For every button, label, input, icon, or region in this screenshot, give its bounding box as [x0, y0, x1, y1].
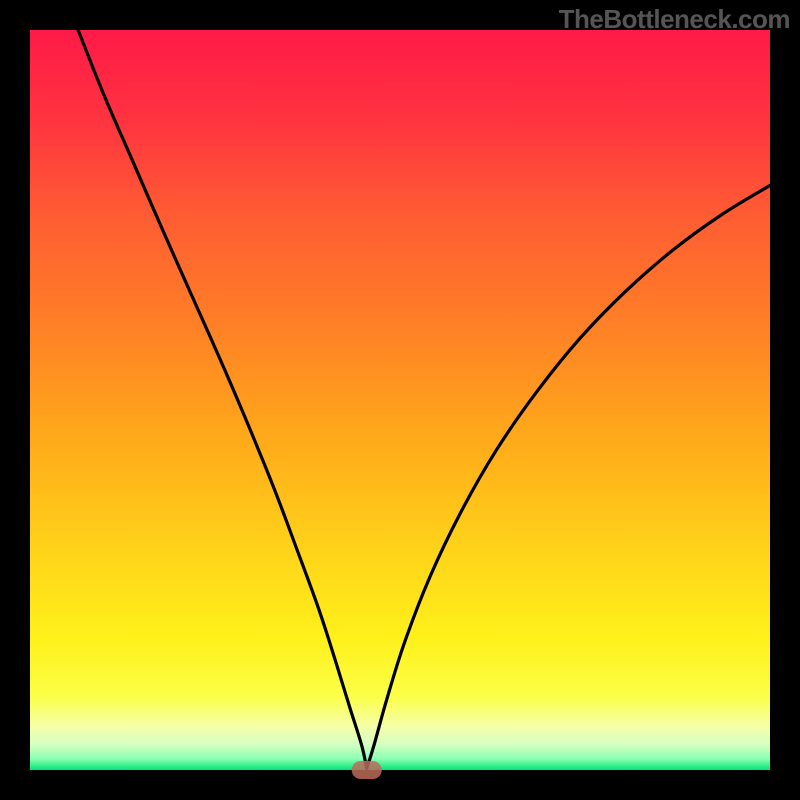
minimum-marker	[352, 761, 382, 779]
watermark-text: TheBottleneck.com	[559, 4, 790, 35]
bottleneck-chart	[0, 0, 800, 800]
chart-container: TheBottleneck.com	[0, 0, 800, 800]
